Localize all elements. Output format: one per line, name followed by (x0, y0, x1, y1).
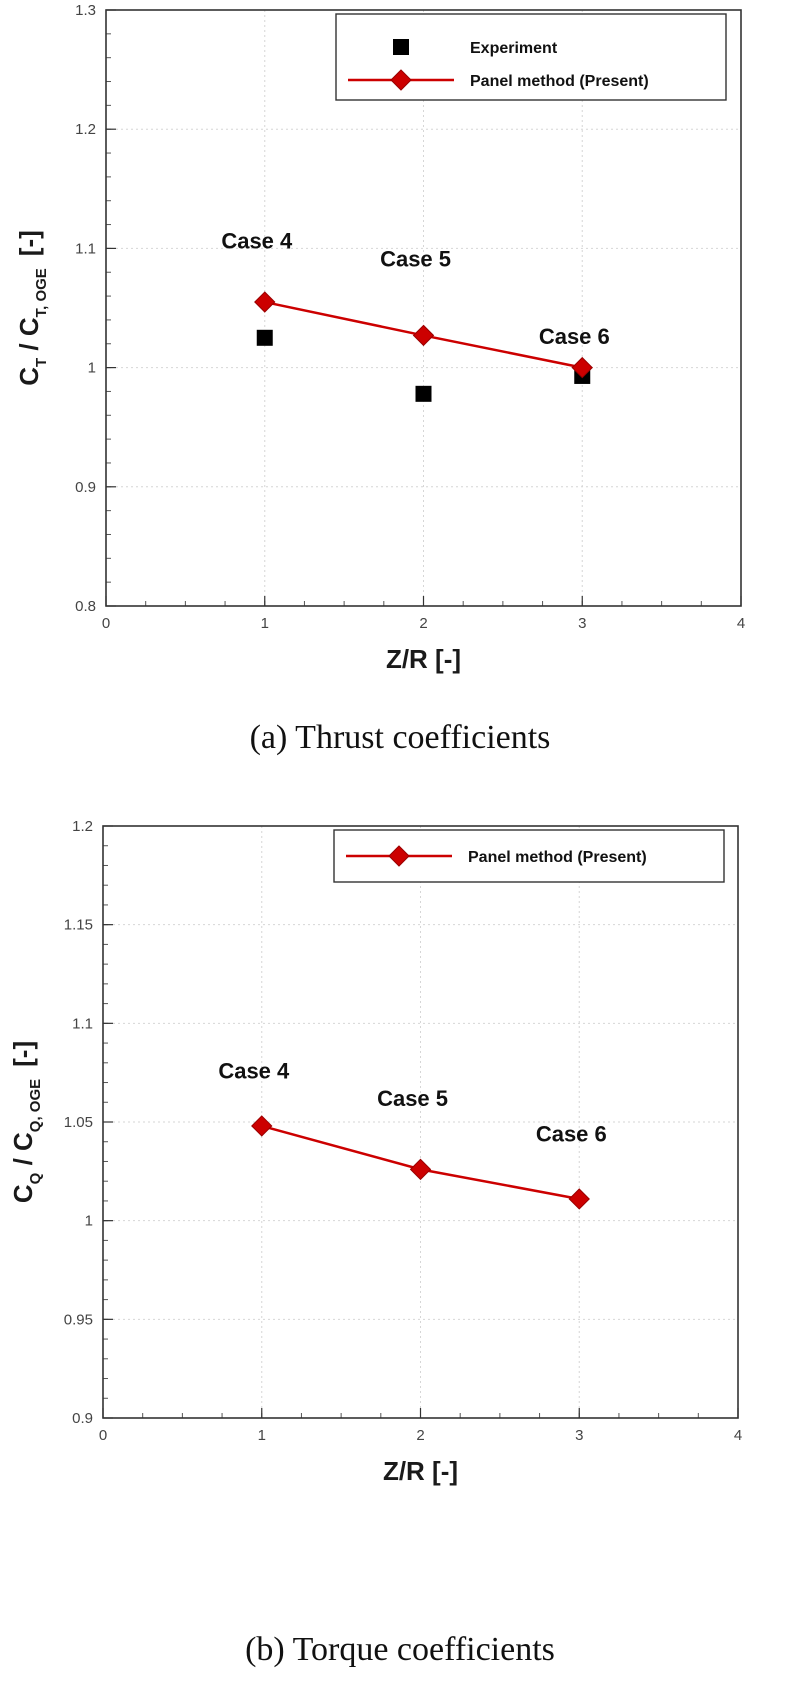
figure-caption: (b) Torque coefficients (245, 1631, 555, 1668)
case-label: Case 5 (377, 1086, 448, 1111)
y-axis-title-main: C (14, 367, 44, 386)
x-tick-label: 0 (99, 1427, 107, 1444)
y-axis-title-sep: / C (14, 317, 44, 358)
case-label: Case 4 (218, 1059, 290, 1084)
case-label: Case 4 (221, 228, 293, 253)
case-label: Case 5 (380, 246, 451, 271)
data-point-diamond (568, 1188, 590, 1210)
x-axis-title: Z/R [-] (386, 644, 461, 674)
y-axis-title-sep: / C (8, 1132, 38, 1173)
y-tick-label: 1.1 (72, 1015, 93, 1032)
y-tick-label: 1 (88, 360, 96, 377)
y-tick-label: 0.9 (75, 479, 96, 496)
data-point-diamond (251, 1115, 273, 1137)
series-panel-method-present (254, 291, 593, 379)
x-tick-label: 2 (419, 615, 427, 632)
x-tick-label: 3 (575, 1427, 583, 1444)
x-tick-label: 4 (737, 615, 745, 632)
legend-marker-diamond (390, 69, 412, 91)
data-point-diamond (571, 356, 593, 379)
legend-marker-diamond (388, 845, 410, 867)
x-tick-label: 3 (578, 615, 586, 632)
x-tick-label: 1 (258, 1427, 266, 1444)
y-tick-label: 1.2 (72, 818, 93, 835)
legend: Panel method (Present) (333, 829, 725, 883)
legend: Experiment Panel method (Present) (335, 13, 727, 101)
y-tick-label: 1.15 (64, 917, 93, 934)
y-tick-label: 1.05 (64, 1114, 93, 1131)
x-tick-label: 0 (102, 615, 110, 632)
y-axis-title-unit: [-] (8, 1041, 38, 1067)
data-point-diamond (412, 324, 435, 347)
series-panel-method-present (251, 1115, 590, 1210)
data-point-square (415, 385, 432, 402)
y-tick-label: 1.1 (75, 240, 96, 257)
legend-label: Experiment (470, 40, 558, 57)
y-axis-title-sub2: T, OGE (33, 268, 50, 317)
y-axis-title-sub2: Q, OGE (27, 1079, 44, 1132)
y-axis-title-main: C (8, 1184, 38, 1203)
x-tick-label: 4 (734, 1427, 742, 1444)
y-tick-label: 0.9 (72, 1410, 93, 1427)
y-tick-label: 0.95 (64, 1311, 93, 1328)
data-point-diamond (254, 291, 276, 313)
legend-label: Panel method (Present) (470, 73, 649, 90)
x-tick-label: 1 (261, 615, 269, 632)
legend-marker-square (393, 39, 409, 55)
chart-thrust: 0 1 2 3 4 0.8 0.9 1 1.1 1.2 1.3 Z/R [-] CT / CT, OGE… (14, 2, 745, 756)
y-tick-label: 1.3 (75, 2, 96, 19)
y-axis-title: CQ / CQ, OGE [-] (8, 1041, 44, 1203)
chart-torque: 0 1 2 3 4 0.9 0.95 1 1.05 1.1 1.15 1.2 Z/R [-] CQ / C… (8, 818, 742, 1668)
y-tick-label: 1 (85, 1213, 93, 1230)
case-label: Case 6 (536, 1122, 607, 1147)
data-point-diamond (409, 1158, 432, 1181)
x-tick-label: 2 (416, 1427, 424, 1444)
x-axis-title: Z/R [-] (383, 1456, 458, 1486)
legend-label: Panel method (Present) (468, 849, 647, 866)
figure-caption: (a) Thrust coefficients (250, 719, 551, 756)
y-axis-title: CT / CT, OGE [-] (14, 230, 50, 386)
y-tick-label: 1.2 (75, 121, 96, 138)
case-label: Case 6 (539, 324, 610, 349)
y-axis-title-unit: [-] (14, 230, 44, 256)
y-axis-title-sub1: T (33, 358, 50, 367)
y-tick-label: 0.8 (75, 598, 96, 615)
data-point-square (256, 329, 273, 346)
y-axis-title-sub1: Q (27, 1172, 44, 1184)
